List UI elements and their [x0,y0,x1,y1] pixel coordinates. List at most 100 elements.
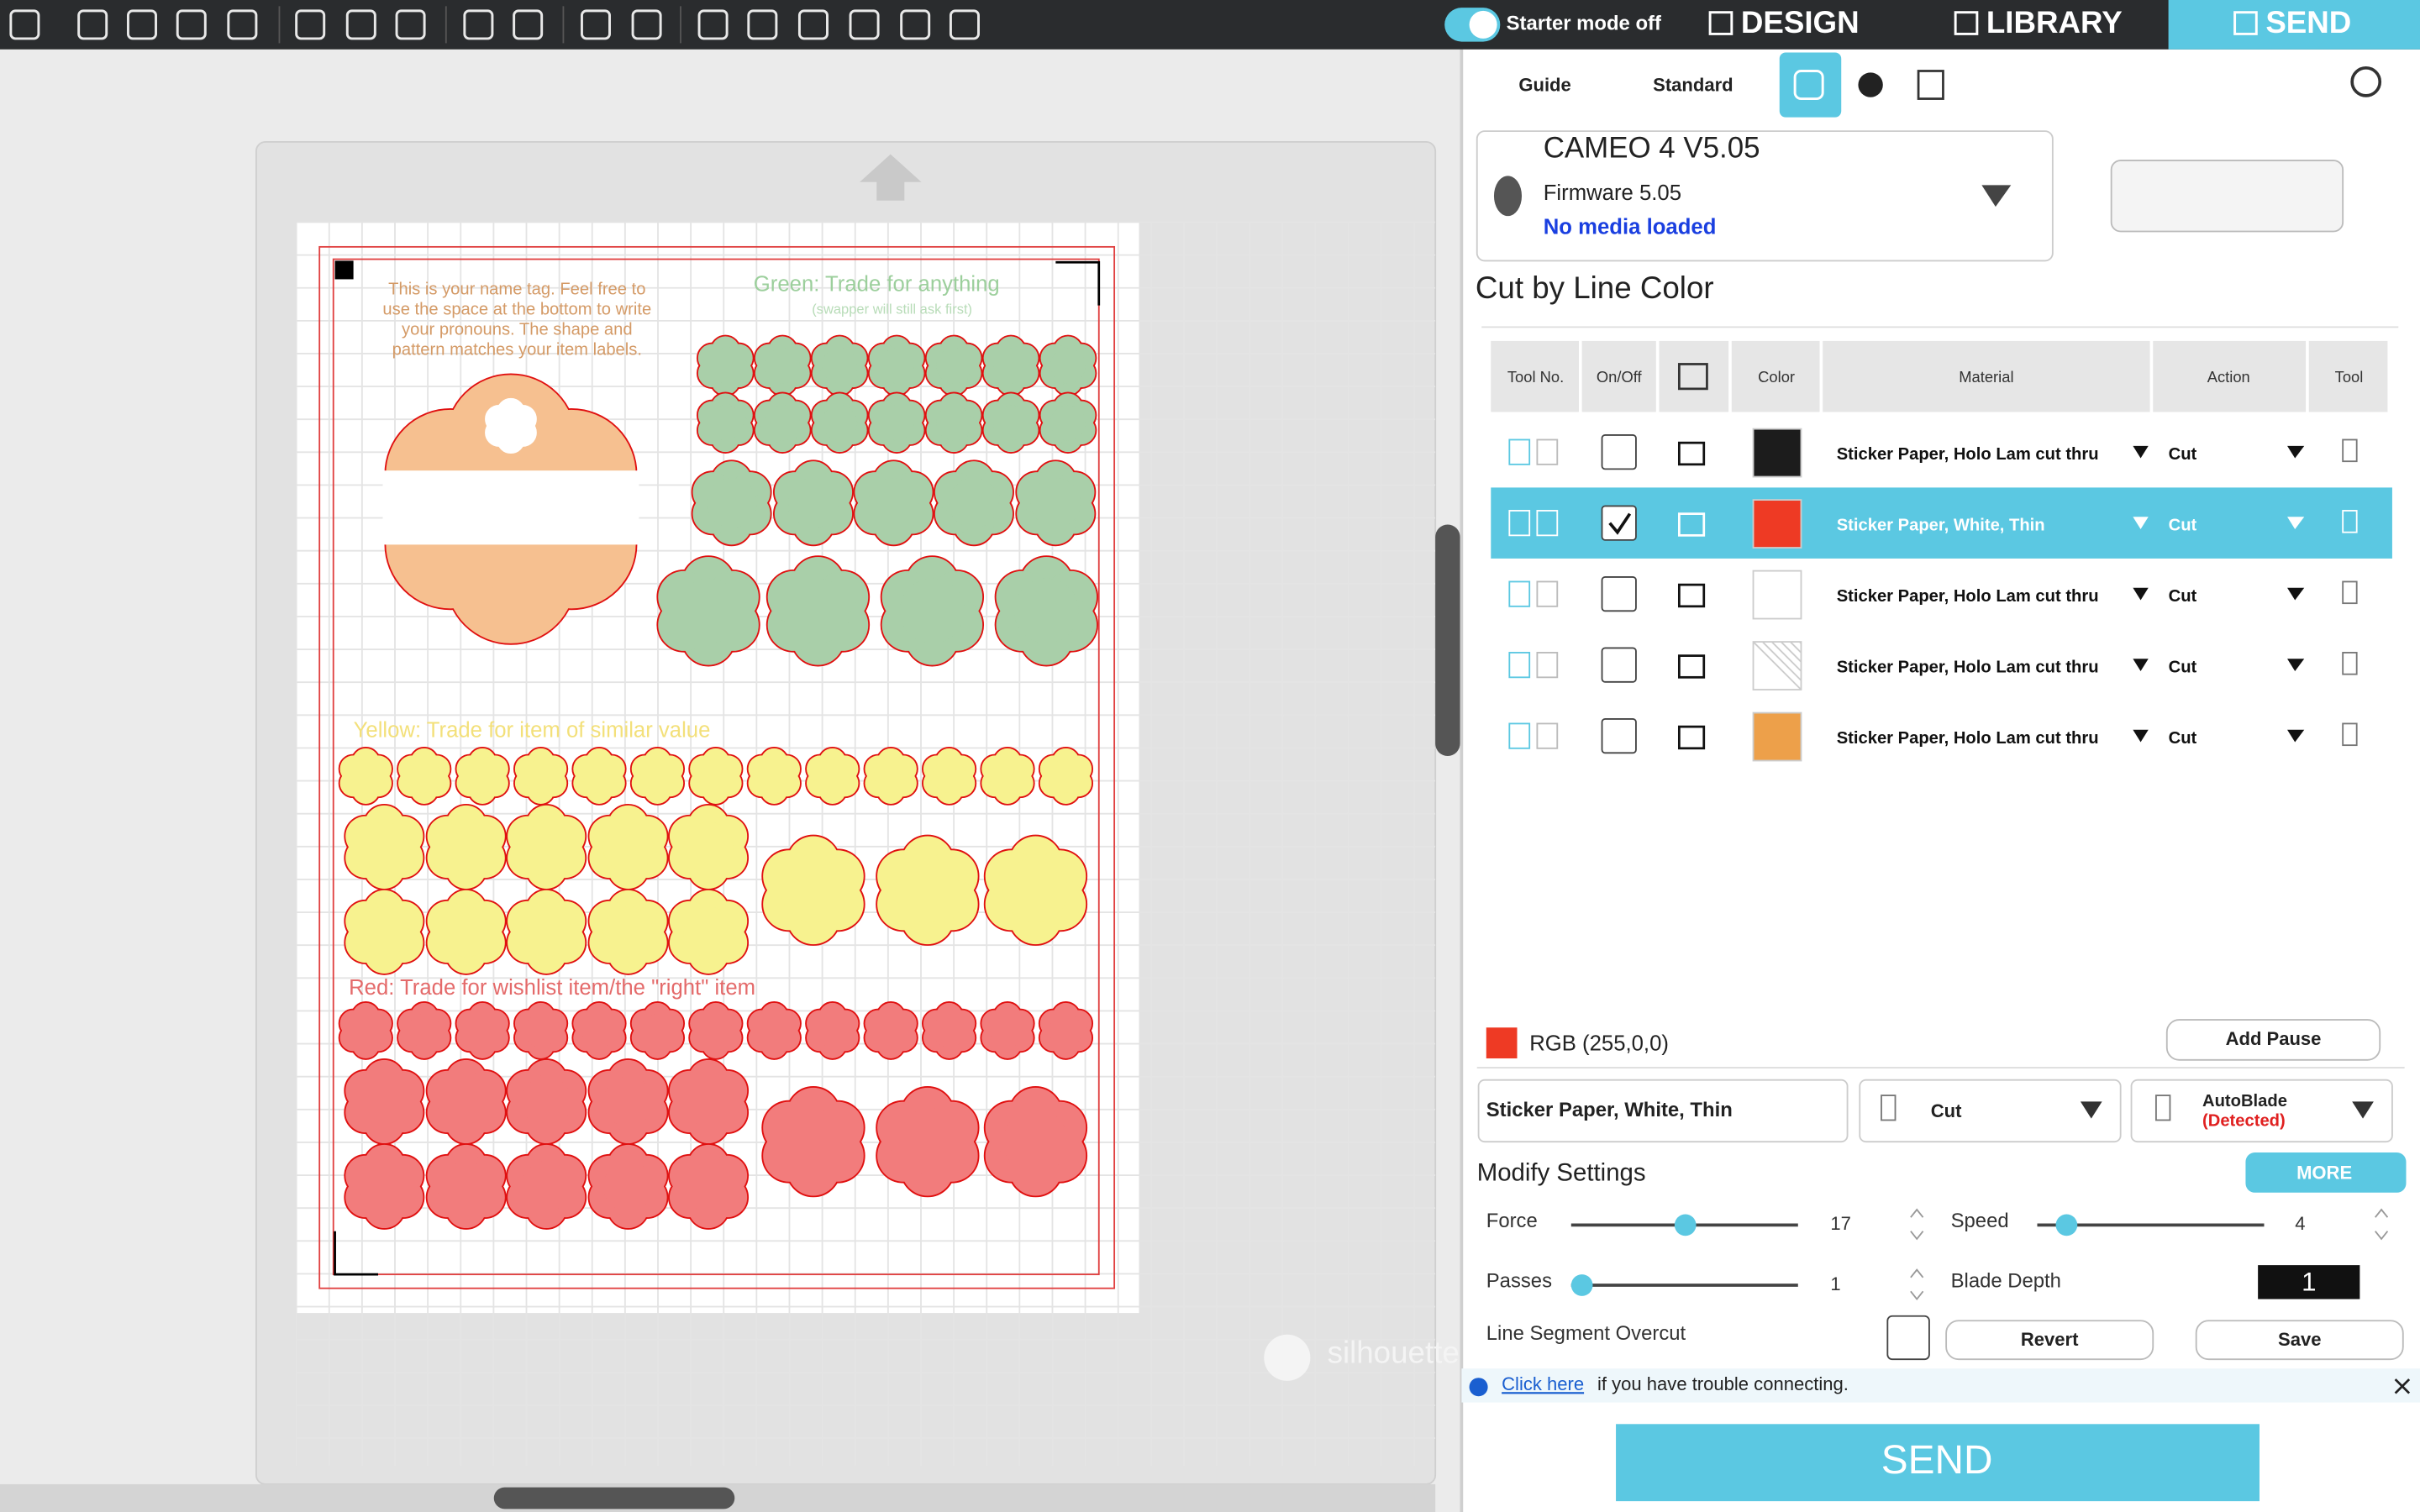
tool-number [1536,580,1559,607]
label[interactable]: Click here [1502,1373,1584,1394]
mode-icon[interactable] [1858,72,1883,97]
flower-center [949,478,999,528]
flower-center [785,578,851,643]
slider-knob[interactable] [2055,1214,2078,1236]
send-tab-bg[interactable] [2168,0,2420,50]
send-button[interactable] [1616,1424,2260,1502]
shape-icon [1677,583,1706,608]
toolbar-icon[interactable] [77,9,108,40]
h-scroll-thumb[interactable] [493,1487,735,1509]
flower-label [980,746,1035,806]
mode-icon[interactable] [1917,70,1944,100]
mode-button[interactable] [1779,52,1842,118]
selected-row[interactable] [1491,487,2392,559]
dropdown-arrow[interactable] [2133,517,2149,529]
table-header-cell [1581,340,1656,412]
flower-label [696,391,755,454]
toolbar-icon[interactable] [697,9,729,40]
flower-label [1038,746,1094,806]
flower-center [407,1014,441,1047]
toolbar-icon[interactable] [395,9,426,40]
stepper[interactable] [1910,1208,1924,1241]
label[interactable]: Guide [1518,75,1570,96]
flower-label [668,1143,750,1230]
dropdown-arrow[interactable] [2133,445,2149,459]
dropdown-arrow[interactable] [2287,659,2305,671]
settings-gear[interactable] [2350,66,2382,97]
selected-color-swatch [1486,1027,1518,1058]
tab-icon[interactable] [1954,11,1979,35]
stepper[interactable] [1910,1268,1924,1301]
checkbox[interactable] [1601,434,1637,470]
dropdown-arrow[interactable] [2133,587,2149,601]
dropdown-arrow[interactable] [2133,729,2149,743]
blade-depth-field[interactable] [2258,1265,2360,1299]
action-select[interactable] [1859,1079,2122,1143]
toolbar-icon[interactable] [949,9,980,40]
flower-label [805,746,860,806]
slider-knob[interactable] [1570,1274,1593,1296]
label[interactable]: Standard [1653,75,1733,96]
label[interactable]: SEND [2265,5,2351,39]
label[interactable]: DESIGN [1741,5,1860,39]
shape-icon [1677,725,1706,750]
flower-center [708,348,744,384]
flower-label [506,803,587,890]
machine-box[interactable] [1476,130,2054,262]
toolbar-icon[interactable] [9,9,40,40]
flower-center [602,906,654,958]
toolbar-icon[interactable] [900,9,931,40]
label[interactable]: Revert [2021,1329,2079,1350]
toolbar-icon[interactable] [463,9,494,40]
toolbar-icon[interactable] [513,9,544,40]
stepper[interactable] [2375,1208,2389,1241]
flower-center [521,1161,571,1212]
tool-number [1536,722,1559,749]
toolbar-icon[interactable] [747,9,778,40]
flower-center [440,822,492,873]
more-button[interactable] [2245,1152,2407,1193]
dropdown-arrow [2352,1101,2374,1119]
toolbar-icon[interactable] [295,9,326,40]
checkbox[interactable] [1601,505,1637,541]
toolbar-icon[interactable] [227,9,258,40]
toolbar-icon[interactable] [797,9,829,40]
dropdown-arrow[interactable] [2287,445,2305,459]
label[interactable]: LIBRARY [1986,5,2123,39]
checkbox[interactable] [1601,647,1637,683]
revert-button[interactable] [1945,1320,2154,1361]
checkbox[interactable] [1601,576,1637,612]
toolbar-icon[interactable] [345,9,376,40]
dropdown-arrow[interactable] [2133,659,2149,671]
scroll-thumb[interactable] [1435,524,1460,756]
checkbox[interactable] [1601,718,1637,754]
label[interactable]: Add Pause [2226,1028,2322,1049]
flower-label [571,746,627,806]
toolbar-icon[interactable] [580,9,611,40]
material-select[interactable] [1477,1079,1849,1143]
save-button[interactable] [2195,1320,2404,1361]
dropdown-arrow[interactable] [2287,729,2305,743]
overcut-checkbox[interactable] [1886,1315,1930,1361]
tool-number [1508,580,1531,607]
label: Cut [2169,659,2197,677]
label[interactable]: SEND [1881,1438,1993,1483]
close-notice[interactable] [2394,1378,2411,1394]
dropdown-arrow[interactable] [2287,587,2305,601]
bluetooth-icon [1493,176,1523,217]
flower-label [981,334,1040,397]
add-pause-button[interactable] [2165,1019,2381,1061]
flower-center [407,759,441,793]
label[interactable]: Save [2278,1329,2321,1350]
toolbar-icon[interactable] [849,9,880,40]
toolbar-icon[interactable] [176,9,207,40]
blade-select[interactable] [2130,1079,2393,1143]
dropdown-arrow[interactable] [2287,517,2305,529]
tab-icon[interactable] [1708,11,1733,35]
toolbar-icon[interactable] [631,9,662,40]
label[interactable]: MORE [2296,1163,2352,1184]
toolbar-icon[interactable] [126,9,157,40]
slider-knob[interactable] [1674,1214,1697,1236]
tab-icon[interactable] [2233,11,2258,35]
dropdown-arrow[interactable] [1981,185,2012,207]
